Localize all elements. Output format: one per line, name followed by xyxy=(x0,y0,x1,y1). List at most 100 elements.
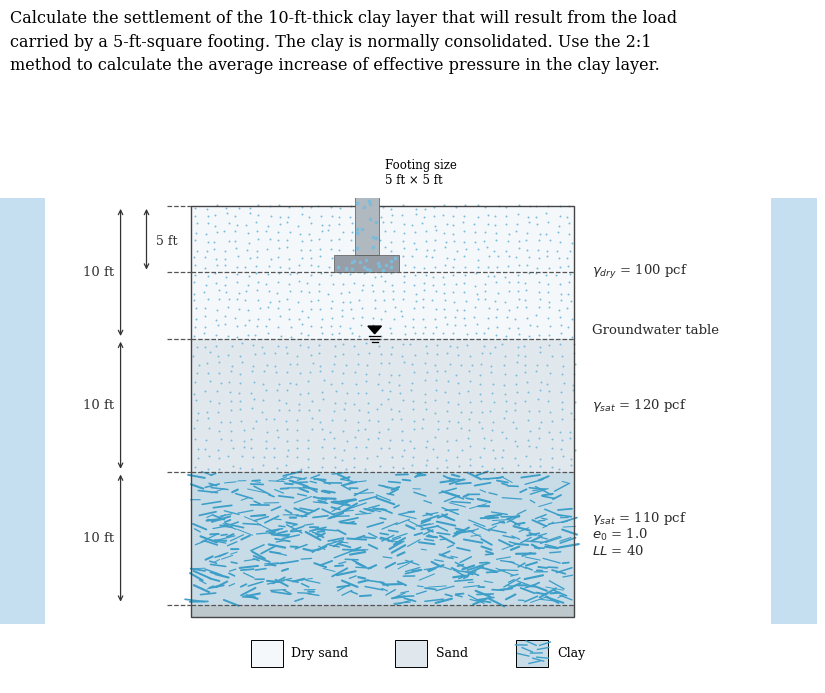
Point xyxy=(324,320,337,331)
Text: Clay: Clay xyxy=(557,647,585,660)
Point xyxy=(481,261,494,272)
Point xyxy=(290,378,303,389)
Point xyxy=(363,251,376,262)
Point xyxy=(348,366,361,377)
Point xyxy=(471,244,484,255)
Point xyxy=(334,267,347,279)
Point xyxy=(478,285,492,296)
Point xyxy=(457,236,470,247)
Point xyxy=(521,415,534,426)
Point xyxy=(222,450,235,462)
Point xyxy=(283,405,296,416)
Point xyxy=(468,218,481,229)
Point xyxy=(356,285,369,296)
Point xyxy=(336,454,349,465)
Point xyxy=(407,237,420,248)
Point xyxy=(301,453,314,464)
Point xyxy=(250,415,263,426)
Point xyxy=(364,330,377,341)
Point xyxy=(304,234,317,245)
Point xyxy=(343,297,356,308)
Point xyxy=(223,294,236,305)
Point xyxy=(301,376,314,387)
Point xyxy=(512,293,526,304)
Point xyxy=(292,405,305,416)
Point xyxy=(323,220,336,231)
Point xyxy=(512,342,525,353)
Point xyxy=(384,327,398,338)
Point xyxy=(326,295,339,306)
Point xyxy=(458,277,471,288)
Point xyxy=(272,394,285,405)
Point xyxy=(556,360,569,371)
Point xyxy=(283,304,296,315)
Point xyxy=(304,252,318,263)
Point xyxy=(347,452,361,463)
Point xyxy=(203,422,216,433)
Point xyxy=(280,234,294,245)
Point xyxy=(484,366,497,377)
Point xyxy=(257,378,270,389)
Point xyxy=(301,312,314,323)
Point xyxy=(295,286,308,297)
Point xyxy=(427,444,440,455)
Point xyxy=(441,436,454,447)
Point xyxy=(230,321,243,332)
Point xyxy=(334,202,347,213)
Point xyxy=(511,386,524,397)
Point xyxy=(264,201,277,212)
Point xyxy=(416,218,429,229)
Point xyxy=(260,321,273,332)
Point xyxy=(384,322,397,333)
Point xyxy=(564,296,578,307)
Point xyxy=(417,314,430,325)
Point xyxy=(304,349,318,360)
Point xyxy=(384,245,398,256)
Point xyxy=(457,287,470,298)
Point xyxy=(545,453,559,464)
Point xyxy=(482,303,495,314)
Point xyxy=(291,297,304,308)
Point xyxy=(366,234,380,245)
Point xyxy=(337,279,350,290)
Point xyxy=(365,201,378,212)
Point xyxy=(378,242,391,253)
Point xyxy=(478,340,491,351)
Point xyxy=(489,277,502,288)
Point xyxy=(437,279,450,290)
Bar xyxy=(251,640,282,667)
Point xyxy=(409,203,422,214)
Point xyxy=(458,312,471,323)
Point xyxy=(212,285,225,296)
Point xyxy=(561,288,574,299)
Point xyxy=(315,225,328,236)
Point xyxy=(473,379,486,390)
Point xyxy=(405,378,418,389)
Point xyxy=(211,199,224,210)
Point xyxy=(409,288,422,299)
Point xyxy=(325,366,338,377)
Point xyxy=(457,216,470,227)
Point xyxy=(533,277,546,288)
Point xyxy=(284,269,297,280)
Point xyxy=(409,209,422,220)
Point xyxy=(295,463,308,474)
Point xyxy=(328,341,342,352)
Point xyxy=(519,278,532,289)
Point xyxy=(430,384,443,395)
Point xyxy=(315,462,328,473)
Point xyxy=(446,219,460,230)
Point xyxy=(244,387,257,398)
Point xyxy=(441,423,454,434)
Point xyxy=(326,414,339,426)
Point xyxy=(329,385,342,396)
Point xyxy=(458,319,471,331)
Point xyxy=(463,424,476,435)
Point xyxy=(481,219,494,230)
Point xyxy=(455,445,468,456)
Point xyxy=(408,261,421,272)
Point xyxy=(312,201,325,212)
Point xyxy=(408,280,421,291)
Point xyxy=(233,387,246,398)
Point xyxy=(540,251,554,262)
